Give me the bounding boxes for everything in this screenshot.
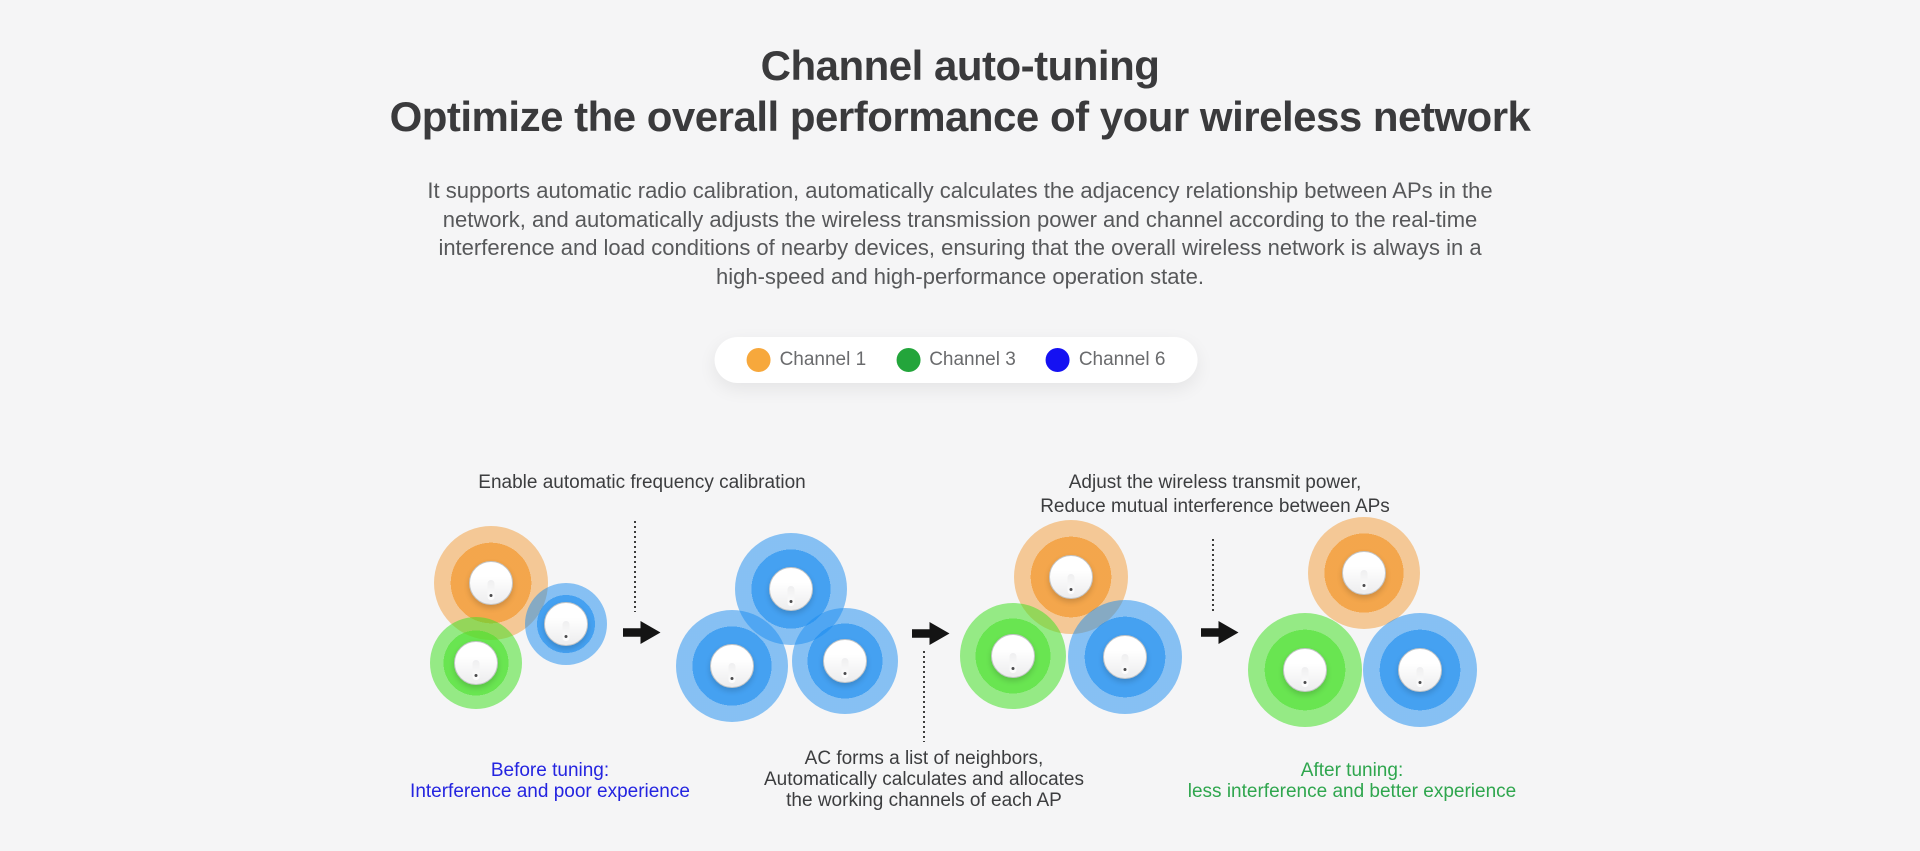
- access-point-device: [469, 561, 513, 605]
- access-point-device: [454, 641, 498, 685]
- legend-item: Channel 1: [746, 348, 867, 372]
- access-point-device: [991, 634, 1035, 678]
- ap-device-led: [789, 600, 793, 603]
- page-title: Channel auto-tuning Optimize the overall…: [389, 42, 1531, 140]
- dotted-connector-line: [923, 651, 925, 742]
- flow-arrow-right-icon: [623, 619, 661, 646]
- ap-device-led: [730, 677, 734, 680]
- ap-device-slot: [1360, 570, 1368, 590]
- legend-label: Channel 6: [1078, 349, 1166, 370]
- ap-device-led: [1069, 588, 1073, 591]
- ap-device-slot: [487, 580, 495, 600]
- dotted-connector-line: [1212, 539, 1214, 614]
- access-point-device: [544, 602, 588, 646]
- ap-device-led: [1362, 584, 1366, 587]
- ap-device-led: [1303, 681, 1307, 684]
- access-point-device: [1342, 551, 1386, 595]
- access-point-device: [1049, 555, 1093, 599]
- ap-device-slot: [1301, 667, 1309, 687]
- ap-device-slot: [472, 660, 480, 680]
- caption-ac-neighbors: AC forms a list of neighbors, Automatica…: [763, 748, 1085, 811]
- ap-device-led: [474, 674, 478, 677]
- page-description: It supports automatic radio calibration,…: [427, 178, 1493, 289]
- access-point-device: [1398, 648, 1442, 692]
- access-point-device: [710, 644, 754, 688]
- ap-device-slot: [841, 658, 849, 678]
- flow-arrow-right-icon: [1201, 619, 1239, 646]
- flow-arrow-right-icon: [912, 620, 950, 647]
- caption-before-tuning: Before tuning: Interference and poor exp…: [410, 760, 690, 802]
- ap-device-slot: [1416, 667, 1424, 687]
- ap-device-led: [1418, 681, 1422, 684]
- legend-dot-icon: [1045, 348, 1070, 372]
- stage-label-calibration: Enable automatic frequency calibration: [478, 472, 806, 493]
- legend-item: Channel 3: [896, 348, 1016, 372]
- legend-dot-icon: [896, 348, 921, 372]
- ap-device-slot: [1009, 653, 1017, 673]
- access-point-device: [823, 639, 867, 683]
- channel-legend: Channel 1 Channel 3 Channel 6: [714, 337, 1198, 383]
- ap-device-led: [489, 594, 493, 597]
- access-point-device: [1283, 648, 1327, 692]
- ap-device-led: [564, 635, 568, 638]
- caption-after-tuning: After tuning: less interference and bett…: [1187, 760, 1517, 802]
- stage-label-transmit-power: Adjust the wireless transmit power, Redu…: [1040, 472, 1390, 517]
- ap-device-led: [1011, 667, 1015, 670]
- ap-device-slot: [562, 621, 570, 641]
- access-point-device: [769, 567, 813, 611]
- ap-device-slot: [787, 586, 795, 606]
- legend-label: Channel 3: [929, 349, 1016, 370]
- ap-device-slot: [1121, 654, 1129, 674]
- legend-label: Channel 1: [779, 349, 867, 370]
- legend-dot-icon: [746, 348, 771, 372]
- access-point-device: [1103, 635, 1147, 679]
- ap-device-led: [1123, 668, 1127, 671]
- ap-device-slot: [1067, 574, 1075, 594]
- dotted-connector-line: [634, 521, 636, 612]
- ap-device-led: [843, 672, 847, 675]
- ap-device-slot: [728, 663, 736, 683]
- legend-item: Channel 6: [1045, 348, 1166, 372]
